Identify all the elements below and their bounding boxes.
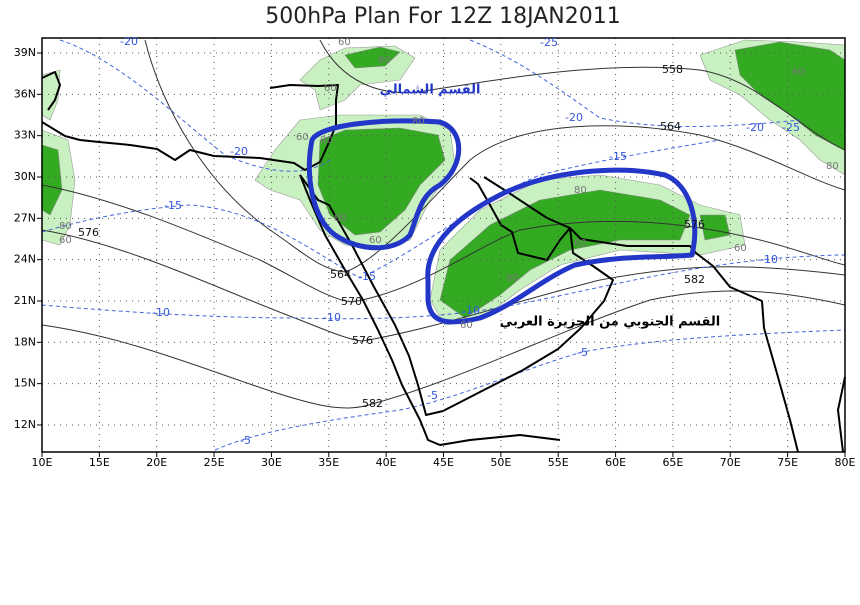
x-tick-label: 30E	[261, 456, 282, 469]
contour-label: -5	[577, 346, 588, 359]
contour-label: 576	[78, 226, 99, 239]
contour-label: -15	[358, 270, 376, 283]
wind-labels: -20 -25 -20 -15 -15 -20 -25 -20 -15 -10 …	[120, 35, 800, 447]
contour-label: 60	[324, 83, 337, 94]
region-outline	[425, 167, 698, 325]
x-tick-label: 35E	[318, 456, 339, 469]
humidity-core	[317, 127, 446, 236]
contour-label: 564	[330, 268, 351, 281]
map-title: 500hPa Plan For 12Z 18JAN2011	[265, 4, 621, 29]
y-tick-label: 24N	[14, 253, 36, 266]
region-annotation: القسم الشمالي	[380, 83, 481, 98]
contour-label: 80	[574, 185, 587, 196]
contour-label: 576	[684, 218, 705, 231]
contour-label: 80	[320, 135, 333, 146]
x-tick-label: 75E	[777, 456, 798, 469]
contour-label: 80	[826, 161, 839, 172]
contour-label: 60	[296, 132, 309, 143]
coastline	[299, 174, 614, 416]
contour-label: -15	[164, 199, 182, 212]
humidity-labels: 60 80 60 60 80 80 80 60 80 60 80 60 80 6…	[59, 37, 839, 331]
y-tick-label: 15N	[14, 377, 36, 390]
contour-line	[59, 39, 331, 172]
contour-label: 60	[792, 67, 805, 78]
x-tick-label: 55E	[548, 456, 569, 469]
contour-line	[469, 39, 801, 127]
contour-label: 582	[684, 273, 705, 286]
contour-line	[41, 290, 846, 409]
y-tick-label: 33N	[14, 129, 36, 142]
contour-label: -25	[540, 36, 558, 49]
contour-label: 80	[506, 273, 519, 284]
y-tick-label: 36N	[14, 87, 36, 100]
contour-label: -5	[427, 389, 438, 402]
contour-line	[41, 254, 846, 320]
contour-label: 60	[338, 37, 351, 48]
contour-label: 80	[334, 213, 347, 224]
contour-label: 558	[662, 63, 683, 76]
contour-label: 582	[362, 397, 383, 410]
contour-label: -15	[609, 150, 627, 163]
coastlines	[41, 71, 846, 453]
y-tick-label: 12N	[14, 418, 36, 431]
fields	[41, 39, 846, 326]
y-tick-label: 21N	[14, 294, 36, 307]
contour-line	[41, 184, 846, 303]
contour-label: 60	[59, 235, 72, 246]
contour-label: 576	[352, 334, 373, 347]
contour-label: -10	[462, 304, 480, 317]
contour-line	[41, 229, 846, 342]
contour-label: -20	[120, 35, 138, 48]
y-tick-label: 39N	[14, 46, 36, 59]
contour-line	[319, 39, 846, 151]
region-outline	[306, 118, 462, 251]
y-tick-label: 27N	[14, 211, 36, 224]
x-tick-label: 50E	[490, 456, 511, 469]
x-tick-label: 45E	[433, 456, 454, 469]
contour-label: -10	[323, 311, 341, 324]
x-tick-label: 60E	[605, 456, 626, 469]
y-tick-label: 30N	[14, 170, 36, 183]
x-tick-label: 20E	[146, 456, 167, 469]
contour-label: 60	[369, 235, 382, 246]
coastline	[837, 376, 846, 453]
region-annotation: القسم الجنوبي من الجزيرة العربي	[500, 315, 720, 330]
x-tick-label: 25E	[204, 456, 225, 469]
x-tick-label: 80E	[835, 456, 856, 469]
contour-label: 80	[378, 55, 391, 66]
humidity-core	[699, 214, 731, 241]
contour-label: -5	[240, 434, 251, 447]
coastline	[41, 71, 61, 111]
contour-label: 60	[734, 243, 747, 254]
y-tick-label: 18N	[14, 335, 36, 348]
coastline	[483, 176, 799, 453]
contour-label: 570	[341, 295, 362, 308]
contour-label: 80	[59, 221, 72, 232]
contour-label: -10	[760, 253, 778, 266]
contour-label: -10	[152, 306, 170, 319]
contour-label: -20	[565, 111, 583, 124]
contour-label: -20	[230, 145, 248, 158]
contour-label: 60	[460, 320, 473, 331]
coastline	[299, 174, 561, 446]
contour-label: 564	[660, 120, 681, 133]
contour-label: 60	[574, 238, 587, 249]
contour-line	[41, 139, 721, 279]
x-tick-label: 15E	[89, 456, 110, 469]
height-labels: 558 564 576 564 570 576 582 582 576	[78, 63, 705, 410]
contour-label: -20	[746, 121, 764, 134]
x-tick-label: 70E	[720, 456, 741, 469]
x-tick-label: 10E	[32, 456, 53, 469]
contour-label: 80	[412, 116, 425, 127]
contour-label: -25	[782, 121, 800, 134]
coastline	[41, 84, 339, 171]
axis-labels: 10E 15E 20E 25E 30E 35E 40E 45E 50E 55E 60E 65E 70E 7…	[14, 46, 856, 469]
x-tick-label: 40E	[376, 456, 397, 469]
x-tick-label: 65E	[662, 456, 683, 469]
